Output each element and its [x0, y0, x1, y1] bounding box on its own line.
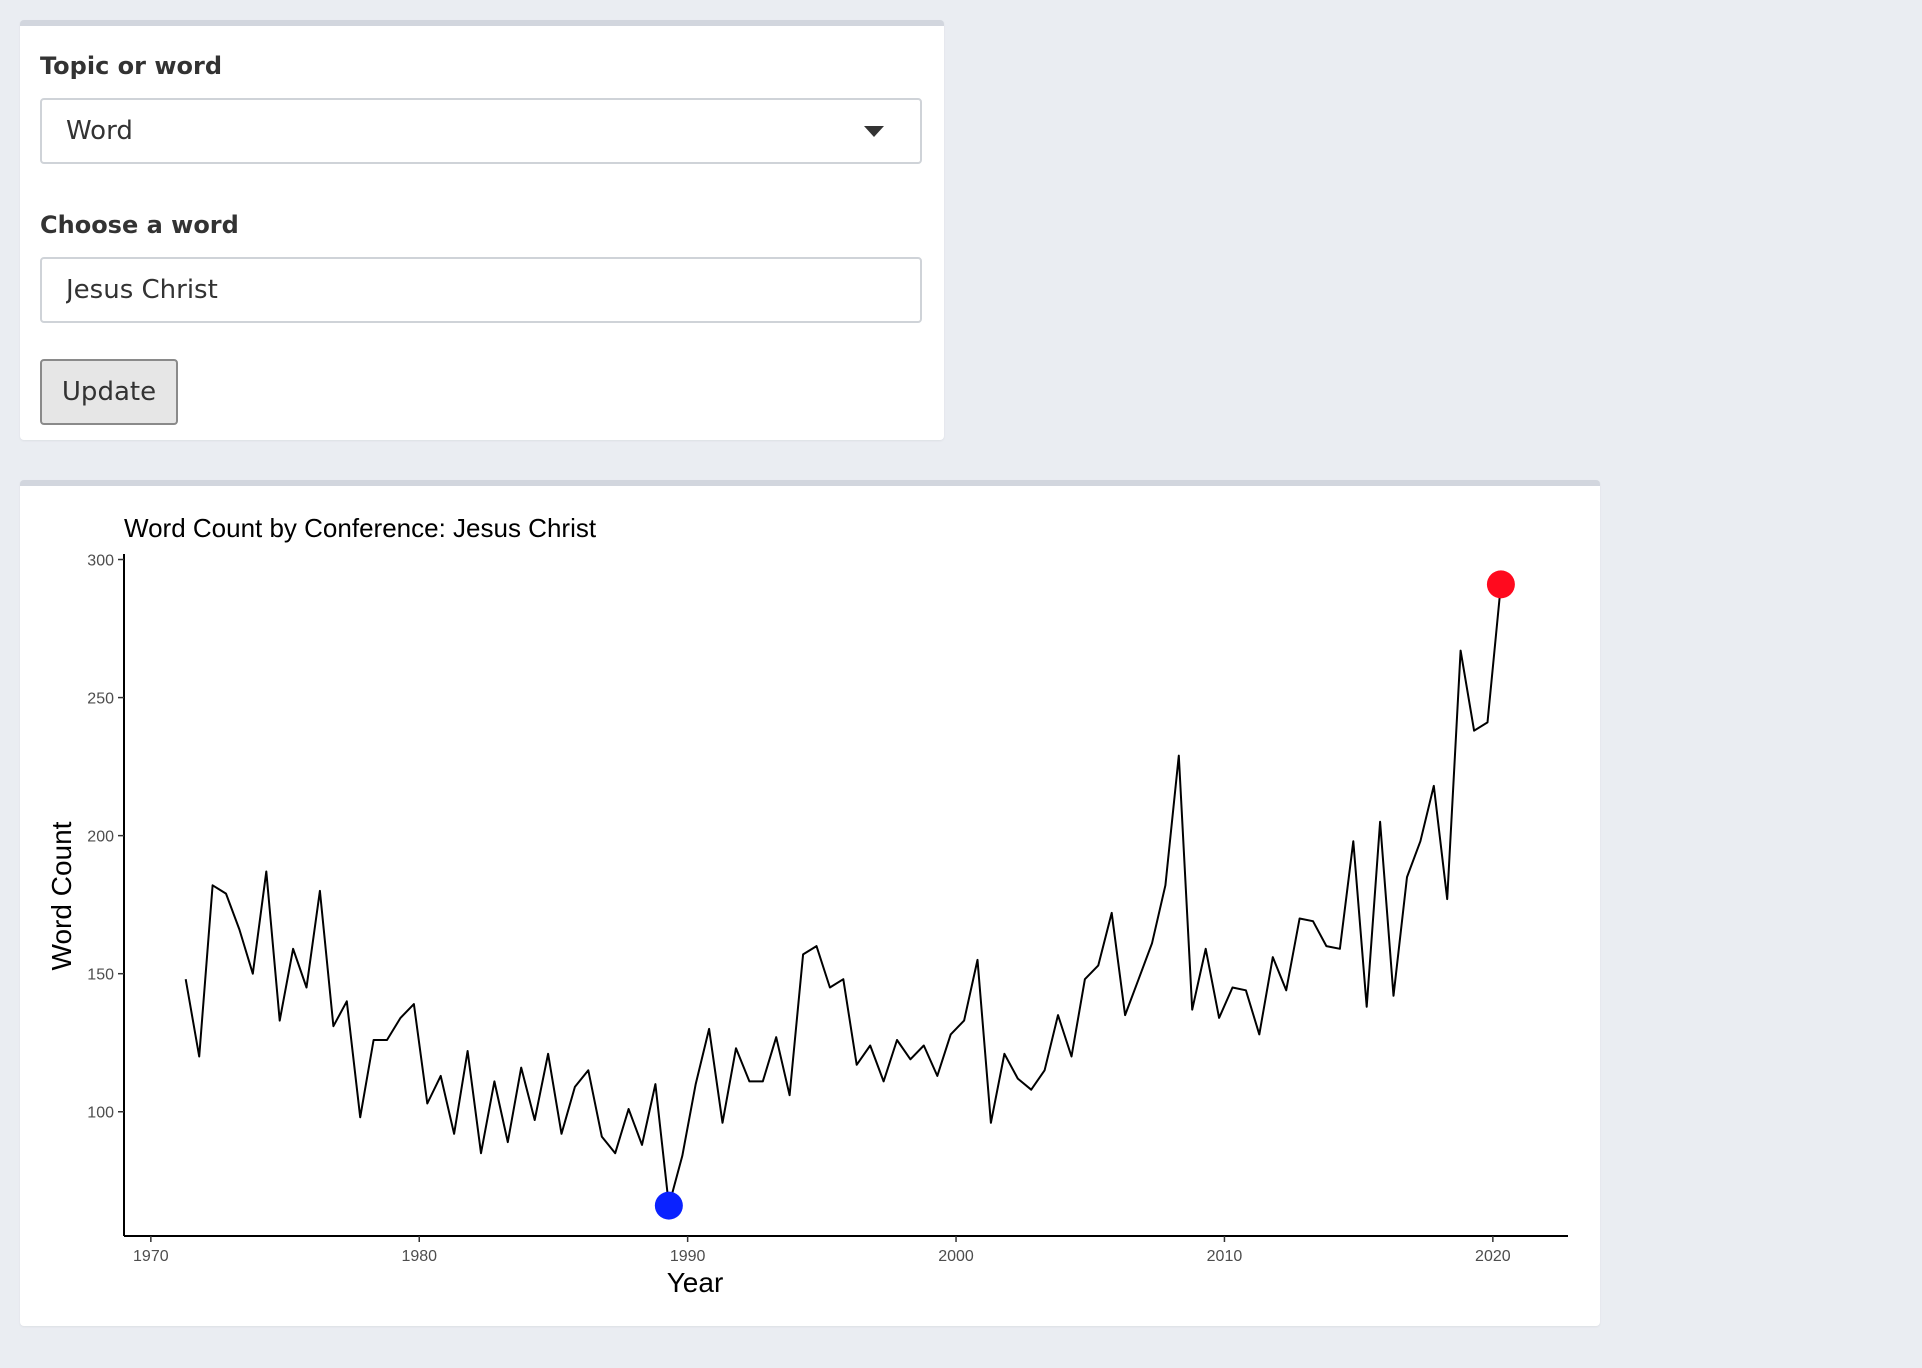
chart-panel: Word Count by Conference: Jesus Christ Y… — [20, 480, 1600, 1326]
topic-select-value: Word — [66, 116, 133, 146]
y-tick-label: 150 — [87, 967, 114, 984]
highlight-point-max — [1486, 570, 1515, 599]
update-button[interactable]: Update — [40, 359, 178, 425]
y-tick-label: 200 — [87, 829, 114, 846]
line-chart: Word Count by Conference: Jesus Christ Y… — [46, 513, 1568, 1298]
series-line — [184, 584, 1502, 1207]
controls-panel: Topic or word Word Choose a word Update — [20, 20, 944, 440]
y-tick-label: 300 — [87, 553, 114, 570]
x-tick-label: 2020 — [1475, 1248, 1511, 1265]
x-axis-label: Year — [667, 1267, 724, 1298]
word-input[interactable] — [66, 259, 896, 321]
word-input-box[interactable] — [40, 257, 922, 323]
topic-label: Topic or word — [40, 52, 223, 80]
y-tick-label: 100 — [87, 1105, 114, 1122]
x-tick-label: 1990 — [670, 1248, 706, 1265]
y-tick-label: 250 — [87, 691, 114, 708]
word-label: Choose a word — [40, 211, 239, 239]
x-tick-label: 2000 — [938, 1248, 974, 1265]
chart-title: Word Count by Conference: Jesus Christ — [124, 513, 597, 543]
x-tick-label: 1980 — [401, 1248, 437, 1265]
chevron-down-icon — [864, 126, 884, 137]
chart-plot-area — [184, 570, 1515, 1220]
y-axis-label: Word Count — [46, 821, 77, 970]
x-tick-label: 2010 — [1207, 1248, 1243, 1265]
topic-select[interactable]: Word — [40, 98, 922, 164]
highlight-point-min — [654, 1191, 683, 1220]
x-tick-label: 1970 — [133, 1248, 169, 1265]
chart-axes: 100 150 200 250 300 1970 1980 1990 2000 2010 2020 — [87, 553, 1568, 1265]
